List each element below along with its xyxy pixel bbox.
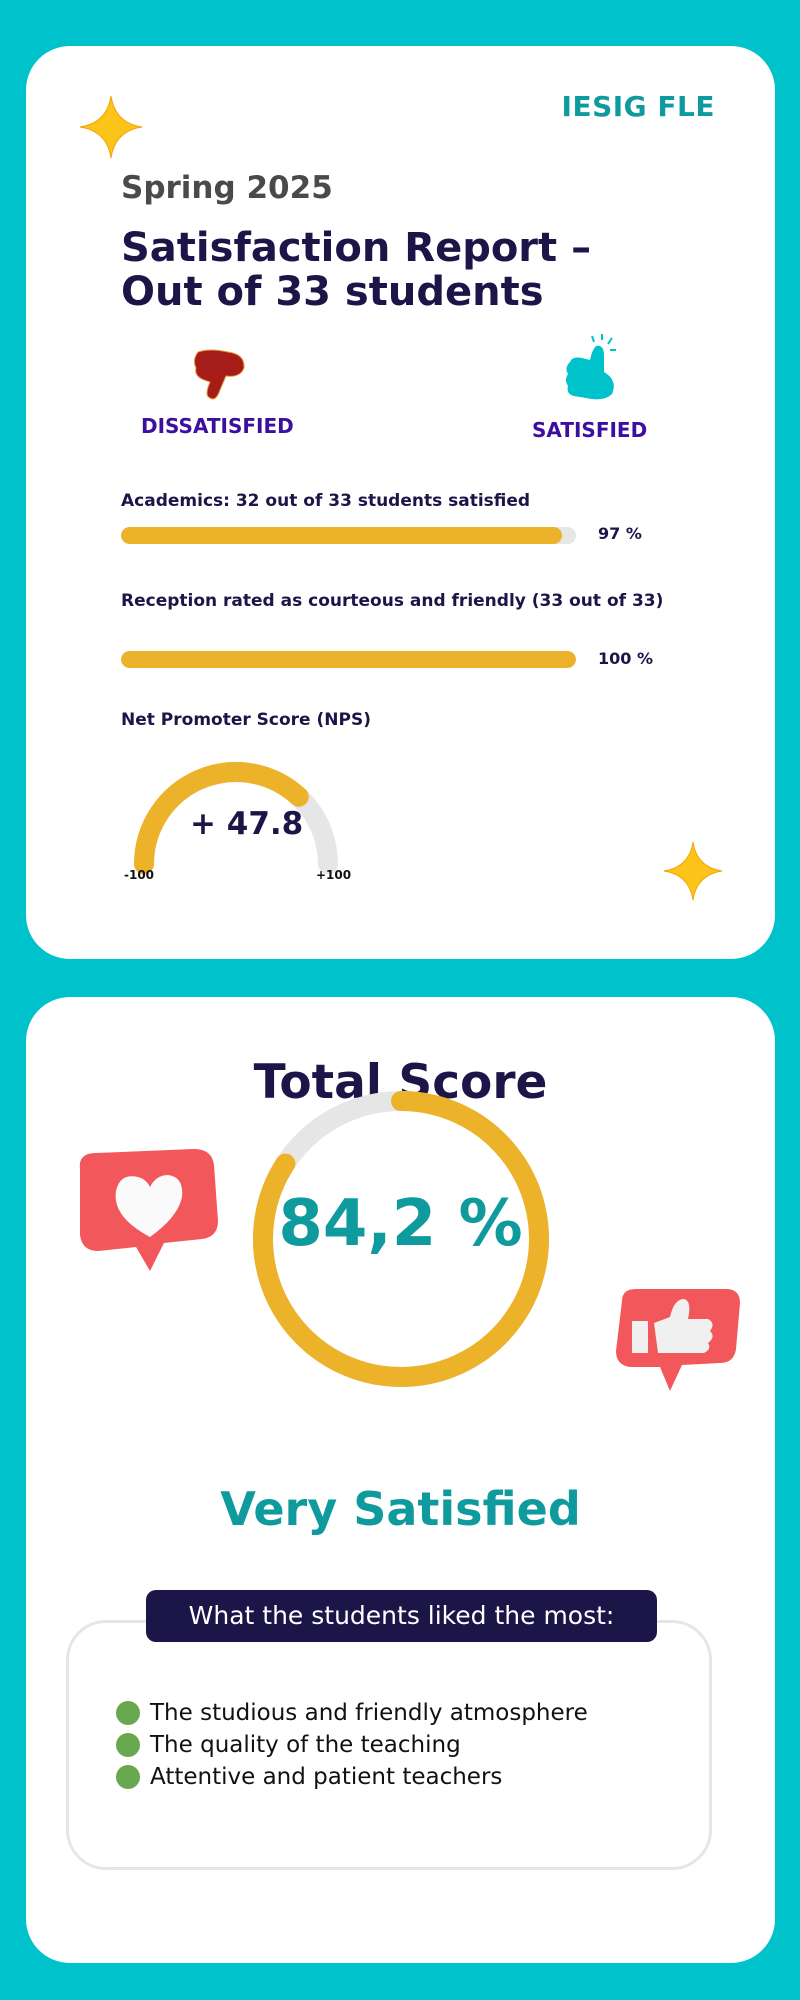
page-title: Satisfaction Report – Out of 33 students [121, 225, 592, 315]
like-bubble-icon [616, 1289, 740, 1391]
reception-label: Reception rated as courteous and friendl… [121, 591, 664, 611]
academics-progress-bar [121, 527, 576, 544]
list-item: The quality of the teaching [116, 1729, 588, 1761]
nps-value: + 47.8 [190, 806, 304, 842]
sparkle-icon [663, 841, 723, 901]
academics-progress-fill [121, 527, 563, 544]
total-score-fill [253, 1091, 549, 1387]
total-score-card: Total Score 84,2 % Very Satisfied What t… [26, 997, 775, 1963]
nps-max-label: +100 [316, 868, 352, 882]
verdict-label: Very Satisfied [220, 1482, 581, 1536]
list-item: The studious and friendly atmosphere [116, 1697, 588, 1729]
thumbs-up-icon [566, 334, 616, 400]
liked-most-list: The studious and friendly atmosphere The… [116, 1697, 588, 1793]
season-label: Spring 2025 [121, 170, 333, 206]
academics-percent: 97 % [598, 524, 642, 543]
bullet-icon [116, 1733, 140, 1757]
reception-percent: 100 % [598, 649, 653, 668]
list-item-text: Attentive and patient teachers [150, 1764, 503, 1790]
bullet-icon [116, 1701, 140, 1725]
nps-gauge-fill [134, 762, 309, 874]
nps-min-label: -100 [124, 868, 155, 882]
liked-most-heading: What the students liked the most: [146, 1590, 657, 1642]
brand-name: IESIG FLE [561, 90, 715, 123]
thumbs-down-icon [193, 349, 245, 400]
dissatisfied-label: DISSATISFIED [141, 414, 294, 438]
list-item-text: The studious and friendly atmosphere [150, 1700, 588, 1726]
nps-label: Net Promoter Score (NPS) [121, 710, 371, 730]
list-item-text: The quality of the teaching [150, 1732, 461, 1758]
heart-bubble-icon [79, 1149, 218, 1271]
reception-progress-bar [121, 651, 576, 668]
list-item: Attentive and patient teachers [116, 1761, 588, 1793]
total-score-value: 84,2 % [278, 1187, 523, 1261]
academics-label: Academics: 32 out of 33 students satisfi… [121, 491, 531, 511]
nps-gauge [134, 762, 338, 874]
satisfied-label: SATISFIED [532, 418, 648, 442]
total-score-ring [253, 1091, 549, 1387]
report-card: IESIG FLE Spring 2025 Satisfaction Repor… [26, 46, 775, 959]
sparkle-icon [79, 95, 143, 159]
bullet-icon [116, 1765, 140, 1789]
reception-progress-fill [121, 651, 576, 668]
